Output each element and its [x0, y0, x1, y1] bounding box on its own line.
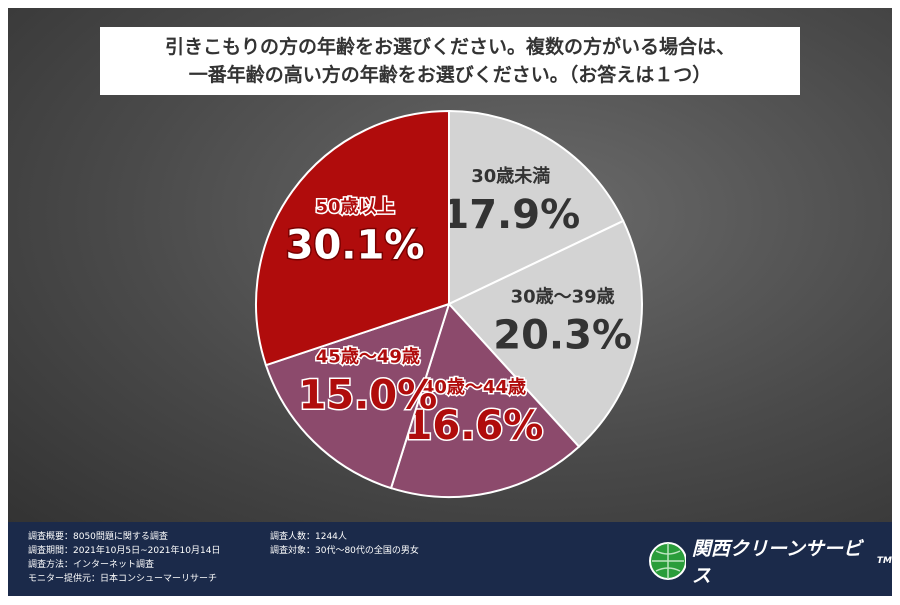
- footer-right: 調査人数：1244人 調査対象：30代～80代の全国の男女: [270, 530, 419, 558]
- slice-value-label: 16.6%: [405, 403, 544, 449]
- slice-category: 50歳以上: [316, 196, 395, 217]
- slice-value-label: 30.1%: [286, 222, 425, 268]
- title-box: 引きこもりの方の年齢をお選びください。複数の方がいる場合は、 一番年齢の高い方の…: [100, 27, 800, 95]
- pie-slice: [448, 109, 625, 306]
- slice-category: 30歳～39歳: [511, 286, 615, 307]
- footer-item: 調査方法：インターネット調査: [28, 560, 155, 570]
- title-line: 引きこもりの方の年齢をお選びください。複数の方がいる場合は、: [164, 36, 735, 58]
- pie-slice: [447, 219, 643, 449]
- logo: 関西クリーンサービス TM: [648, 534, 892, 588]
- slice-value-label: 17.9%: [441, 192, 580, 238]
- slice-category: 45歳～49歳: [316, 347, 420, 368]
- slice-category: 30歳未満: [471, 165, 550, 187]
- chart: 30歳未満 17.9% 30歳～39歳 20.3% 40歳～44歳 16.6% 45歳～49…: [255, 109, 643, 498]
- slice-category: 40歳～44歳: [422, 377, 526, 398]
- footer-item: モニター提供元：日本コンシューマーリサーチ: [28, 574, 218, 584]
- logo-text: 関西クリーンサービス: [691, 538, 862, 587]
- footer: 調査概要：8050問題に関する調査 調査期間：2021年10月5日~2021年1…: [8, 522, 892, 596]
- footer-item: 調査期間：2021年10月5日~2021年10月14日: [28, 546, 221, 556]
- pie-slice: [389, 302, 581, 498]
- logo-mark: TM: [876, 556, 892, 566]
- footer-left: 調査概要：8050問題に関する調査 調査期間：2021年10月5日~2021年1…: [28, 530, 220, 586]
- pie-slice: [255, 109, 450, 367]
- footer-item: 調査対象：30代～80代の全国の男女: [270, 546, 419, 556]
- footer-item: 調査概要：8050問題に関する調査: [28, 532, 168, 542]
- footer-item: 調査人数：1244人: [270, 532, 347, 542]
- slice-value-label: 20.3%: [493, 312, 632, 358]
- slice-value-label: 15.0%: [298, 373, 437, 419]
- logo-globe: [649, 542, 686, 580]
- title-line: 一番年齢の高い方の年齢をお選びください。（お答えは１つ）: [188, 64, 712, 86]
